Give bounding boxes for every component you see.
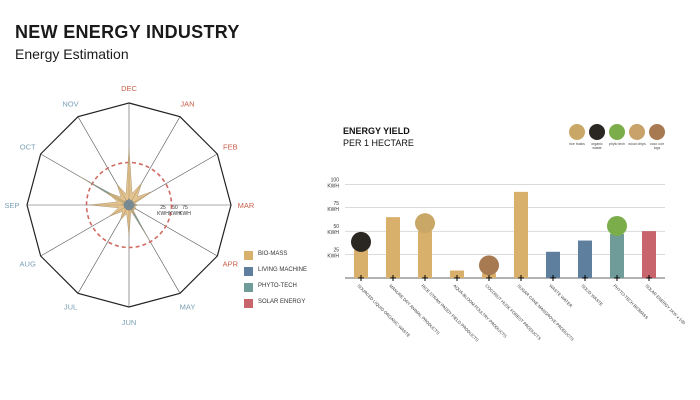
bar [514, 191, 528, 278]
radar-axis-label: JAN [180, 100, 194, 109]
bar [386, 217, 400, 278]
tile-label: rice husks [569, 142, 585, 146]
legend-item-bio-mass: BIO-MASS [244, 250, 324, 262]
x-tick-label: SOURCED LIQUID ORGANIC WASTE [356, 283, 411, 338]
phyto-tech-icon [609, 124, 625, 140]
bar [418, 231, 432, 278]
radar-axis-label: SEP [4, 201, 19, 210]
bar [610, 233, 624, 278]
bar [578, 240, 592, 278]
radar-series-bio-mass [89, 148, 153, 237]
radar-ring-label: KWH [157, 211, 169, 217]
tile-label: coco coir logs [649, 142, 664, 150]
y-tick-label: 50 [333, 224, 339, 230]
wood-chips-icon [629, 124, 645, 140]
legend-label: PHYTO-TECH [258, 283, 297, 289]
y-tick-label: KWH [327, 254, 339, 260]
bar-material-icon [415, 213, 435, 234]
radar-axis-label: MAR [238, 201, 255, 210]
radar-axis-label: APR [223, 260, 239, 269]
tile-label: wood chips [628, 142, 646, 146]
tile-rice-husks: rice husks [567, 124, 587, 146]
legend-label: SOLAR ENERGY [258, 299, 306, 305]
legend-swatch [244, 299, 253, 308]
legend-swatch [244, 267, 253, 276]
radar-series-living-machine [123, 197, 137, 211]
legend-swatch [244, 251, 253, 260]
tile-phyto-tech: phyto tech [607, 124, 627, 146]
organic-waste-icon [589, 124, 605, 140]
radar-axis-label: OCT [20, 143, 36, 152]
x-tick-label: WASTE WATER [548, 283, 573, 308]
tile-coco-coir-logs: coco coir logs [647, 124, 667, 150]
bar-material-icon [607, 215, 627, 236]
radar-axis-label: AUG [20, 260, 36, 269]
radar-axis-label: MAY [180, 302, 196, 311]
tile-label: organic waste [591, 142, 603, 150]
y-tick-label: KWH [327, 230, 339, 236]
tile-label: phyto tech [608, 142, 626, 146]
page-title: NEW ENERGY INDUSTRY [15, 22, 240, 42]
bar-material-icon [479, 255, 499, 276]
legend-swatch [244, 283, 253, 292]
x-tick-label: COCONUT HUSK FOREST PRODUCTS [484, 283, 542, 341]
radar-ring-label: 50 [172, 205, 178, 211]
radar-ring-label: 25 [160, 205, 166, 211]
radar-ring-label: KWH [169, 211, 181, 217]
x-tick-label: SUGAR CANE MANGROVE PRODUCTS [516, 283, 575, 342]
tile-wood-chips: wood chips [627, 124, 647, 146]
bar [642, 231, 656, 278]
y-tick-label: KWH [327, 183, 339, 189]
bar-chart-subtitle: PER 1 HECTARE [343, 138, 414, 148]
legend-item-living-machine: LIVING MACHINE [244, 266, 324, 278]
bar-material-icon [351, 231, 371, 252]
x-tick-label: RICE STRAW PADDY FIELD PRODUCTS [420, 283, 480, 343]
x-tick-label: SOLAR ENERGY 1KW x 100 [644, 283, 687, 326]
legend-label: LIVING MACHINE [258, 267, 308, 273]
legend-label: BIO-MASS [258, 251, 288, 257]
bar [354, 249, 368, 278]
y-tick-label: KWH [327, 207, 339, 213]
radar-ring-label: KWH [179, 211, 191, 217]
y-tick-label: 100 [331, 177, 340, 183]
x-tick-label: SOLID WASTE [580, 283, 604, 307]
y-tick-label: 75 [333, 201, 339, 207]
page-subtitle: Energy Estimation [15, 46, 129, 62]
bar [546, 251, 560, 278]
bar-chart-title: ENERGY YIELD [343, 126, 410, 136]
radar-spoke [128, 204, 218, 257]
legend-item-solar-energy: SOLAR ENERGY [244, 298, 324, 310]
radar-axis-label: FEB [223, 143, 238, 152]
tile-organic-waste: organic waste [587, 124, 607, 150]
radar-axis-label: JUN [122, 318, 137, 327]
radar-axis-label: NOV [62, 100, 78, 109]
coco-coir-logs-icon [649, 124, 665, 140]
radar-ring-label: 75 [182, 205, 188, 211]
radar-axis-label: DEC [121, 84, 137, 93]
rice-husks-icon [569, 124, 585, 140]
legend-item-phyto-tech: PHYTO-TECH [244, 282, 324, 294]
bar [450, 270, 464, 278]
y-tick-label: 25 [333, 248, 339, 254]
x-tick-label: AQUA-BLOOM POULTRY PRODUCTS [452, 283, 508, 339]
radar-axis-label: JUL [64, 302, 77, 311]
x-tick-label: PHYTO-TECH BIOMASS [612, 283, 649, 320]
